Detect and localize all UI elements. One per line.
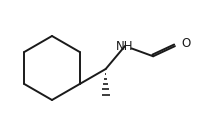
Text: NH: NH — [116, 40, 134, 52]
Text: O: O — [181, 37, 191, 50]
